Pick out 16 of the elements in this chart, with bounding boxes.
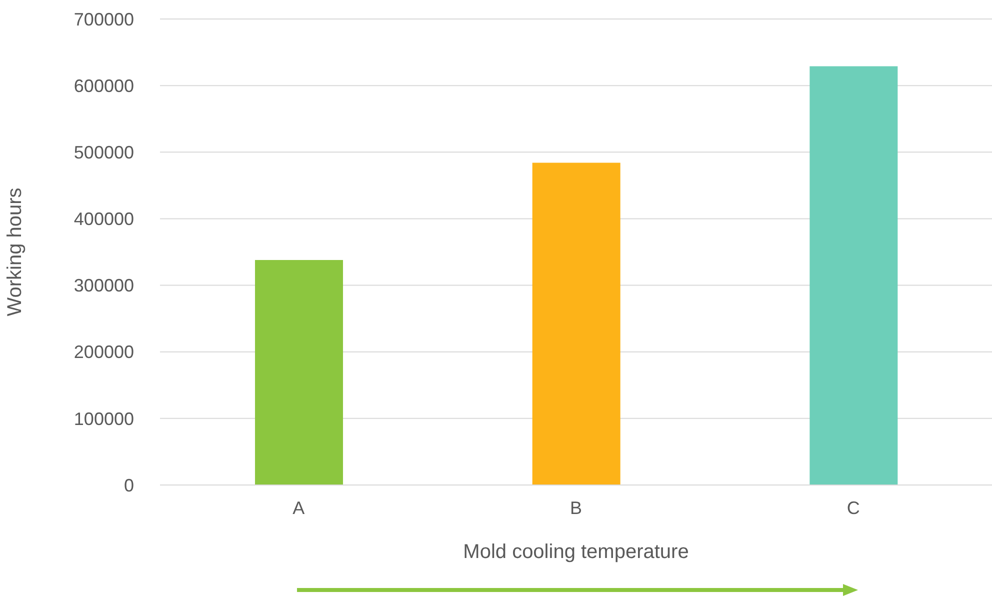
y-tick-label: 200000 [74, 342, 134, 362]
y-tick-label: 400000 [74, 209, 134, 230]
x-tick-label: B [570, 498, 582, 518]
y-axis-title: Working hours [4, 188, 26, 316]
y-tick-label: 300000 [74, 276, 134, 296]
y-tick-label: 600000 [74, 76, 134, 96]
bar [810, 66, 898, 485]
x-tick-label: C [846, 498, 860, 518]
y-tick-label: 0 [124, 475, 134, 496]
y-tick-label: 500000 [74, 142, 134, 163]
bar [532, 162, 620, 485]
bar [255, 260, 343, 485]
x-tick-label: A [292, 498, 305, 518]
x-axis-title: Mold cooling temperature [463, 541, 689, 563]
y-tick-label: 100000 [74, 408, 134, 429]
y-tick-label: 700000 [74, 9, 134, 30]
